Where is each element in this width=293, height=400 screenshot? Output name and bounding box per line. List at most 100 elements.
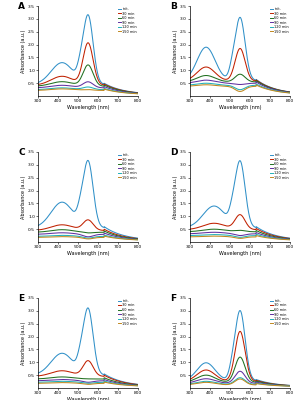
Line: 60 min: 60 min <box>190 357 290 386</box>
init. <box>288 383 292 388</box>
30 min <box>234 217 237 222</box>
60 min <box>234 74 237 79</box>
120 min <box>81 235 85 240</box>
60 min <box>288 236 292 241</box>
90 min <box>36 232 40 236</box>
150 min <box>247 235 251 240</box>
init. <box>255 78 259 82</box>
150 min <box>60 86 64 91</box>
30 min <box>206 65 209 70</box>
120 min <box>103 86 107 91</box>
30 min <box>112 231 115 236</box>
30 min <box>86 40 90 45</box>
120 min <box>112 235 115 240</box>
30 min <box>96 75 99 80</box>
init. <box>62 200 66 205</box>
60 min <box>96 230 99 235</box>
150 min <box>188 234 192 239</box>
150 min <box>95 235 99 240</box>
120 min <box>255 381 259 386</box>
init. <box>264 380 267 385</box>
150 min <box>234 235 237 240</box>
X-axis label: Wavelength (nm): Wavelength (nm) <box>67 105 109 110</box>
30 min <box>206 222 209 227</box>
60 min <box>82 230 85 235</box>
init. <box>96 213 99 218</box>
30 min <box>36 228 40 232</box>
60 min <box>62 374 66 379</box>
150 min <box>136 91 140 96</box>
60 min <box>238 355 242 360</box>
60 min <box>36 376 40 381</box>
30 min <box>136 382 140 387</box>
90 min <box>247 232 251 236</box>
150 min <box>82 87 85 92</box>
30 min <box>247 224 251 229</box>
120 min <box>54 86 57 90</box>
init. <box>214 368 217 373</box>
init. <box>136 382 140 387</box>
init. <box>136 236 140 240</box>
Line: 30 min: 30 min <box>38 361 138 384</box>
60 min <box>234 364 237 369</box>
150 min <box>214 381 217 386</box>
X-axis label: Wavelength (nm): Wavelength (nm) <box>219 251 261 256</box>
120 min <box>206 379 209 384</box>
Line: 120 min: 120 min <box>190 83 290 93</box>
Line: 120 min: 120 min <box>38 87 138 94</box>
150 min <box>54 234 57 239</box>
30 min <box>238 329 242 334</box>
init. <box>214 204 217 209</box>
60 min <box>206 373 209 378</box>
120 min <box>188 82 192 87</box>
150 min <box>54 87 57 92</box>
init. <box>54 64 57 68</box>
90 min <box>60 377 64 382</box>
150 min <box>288 238 292 242</box>
init. <box>264 230 267 234</box>
90 min <box>214 378 217 383</box>
30 min <box>264 231 267 236</box>
150 min <box>62 380 66 385</box>
init. <box>62 60 66 65</box>
120 min <box>255 82 259 87</box>
init. <box>188 71 192 76</box>
60 min <box>54 80 57 85</box>
90 min <box>86 79 90 84</box>
60 min <box>62 227 66 232</box>
60 min <box>103 376 107 380</box>
init. <box>103 81 107 86</box>
60 min <box>62 79 66 84</box>
150 min <box>254 233 258 238</box>
30 min <box>255 378 259 383</box>
90 min <box>264 233 267 238</box>
90 min <box>234 232 237 237</box>
150 min <box>54 380 57 385</box>
150 min <box>288 91 292 96</box>
30 min <box>264 380 267 385</box>
150 min <box>247 381 251 386</box>
Line: 30 min: 30 min <box>190 48 290 92</box>
60 min <box>112 86 115 91</box>
120 min <box>62 233 66 238</box>
150 min <box>264 86 267 91</box>
Line: init.: init. <box>190 161 290 238</box>
120 min <box>103 379 106 384</box>
150 min <box>238 376 242 381</box>
90 min <box>112 87 115 92</box>
Y-axis label: Absorbance (a.u.): Absorbance (a.u.) <box>173 321 178 365</box>
X-axis label: Wavelength (nm): Wavelength (nm) <box>67 251 109 256</box>
90 min <box>188 380 192 385</box>
90 min <box>103 84 107 89</box>
30 min <box>206 368 209 372</box>
Text: E: E <box>18 294 24 303</box>
init. <box>206 207 209 212</box>
Line: 60 min: 60 min <box>38 377 138 385</box>
init. <box>36 80 40 85</box>
120 min <box>206 81 210 86</box>
60 min <box>54 228 57 232</box>
90 min <box>206 230 209 235</box>
init. <box>255 225 259 230</box>
90 min <box>96 84 99 89</box>
Y-axis label: Absorbance (a.u.): Absorbance (a.u.) <box>21 321 26 365</box>
